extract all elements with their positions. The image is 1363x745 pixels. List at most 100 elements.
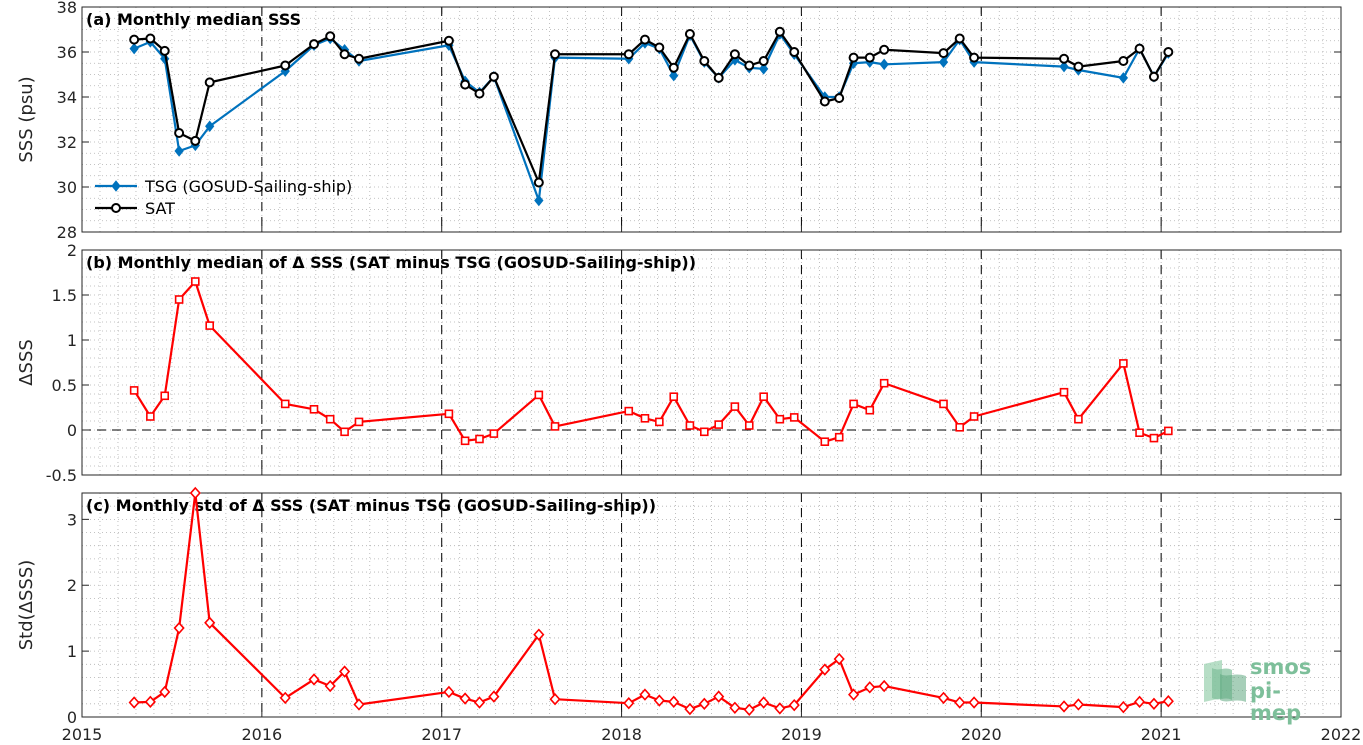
axes-box [81, 6, 1342, 233]
data-point [190, 135, 201, 146]
data-point [129, 34, 140, 45]
data-point [774, 702, 786, 715]
data-point [489, 429, 499, 438]
data-point [1073, 61, 1084, 72]
data-point [759, 63, 769, 75]
data-point [174, 295, 184, 304]
data-point [1134, 43, 1145, 54]
data-point [759, 392, 768, 402]
panel-title: (a) Monthly median SSS [86, 10, 301, 29]
y-tick-label: 32 [57, 133, 77, 152]
data-point [1117, 700, 1129, 714]
y-tick-label: 38 [57, 0, 77, 17]
data-point [129, 386, 139, 395]
data-point [309, 404, 319, 414]
data-point [879, 44, 890, 55]
data-point [938, 48, 949, 59]
data-point [879, 58, 889, 71]
data-point [653, 694, 665, 707]
data-point [758, 56, 769, 66]
data-point [1074, 414, 1083, 424]
data-point [353, 698, 365, 711]
data-point [280, 60, 291, 71]
data-point [324, 679, 336, 693]
y-axis-label: SSS (psu) [16, 76, 37, 162]
axes-box [81, 249, 1342, 476]
data-point [1059, 387, 1069, 397]
x-tick-label: 2020 [961, 725, 1002, 744]
logo-line2: pi-mep [1250, 679, 1302, 725]
data-point [833, 652, 845, 666]
data-point [308, 673, 320, 686]
data-point [879, 378, 889, 388]
data-point [775, 414, 785, 424]
legend-label: SAT [145, 199, 175, 218]
data-point [474, 88, 485, 99]
data-point [488, 71, 499, 82]
data-point [655, 417, 664, 427]
data-point [129, 42, 139, 55]
y-tick-label: 0 [67, 421, 77, 440]
data-point [744, 60, 755, 71]
data-point [146, 412, 155, 421]
data-point [459, 692, 471, 705]
data-point [1135, 428, 1144, 438]
smos-pimep-logo: smos pi-mep [1198, 654, 1318, 724]
y-tick-label: 1 [67, 642, 77, 661]
data-point [128, 696, 140, 709]
legend-marker [111, 180, 121, 192]
data-point [189, 486, 201, 500]
data-point [1059, 60, 1069, 73]
data-point [639, 688, 651, 701]
x-tick-label: 2022 [1321, 725, 1362, 744]
y-tick-label: 0.5 [52, 376, 77, 395]
data-point [534, 390, 544, 400]
data-point [1164, 426, 1173, 436]
logo-line1: smos [1250, 655, 1312, 679]
data-point [848, 52, 859, 63]
data-point [204, 77, 215, 88]
data-point [834, 432, 844, 442]
data-point [864, 52, 875, 63]
data-point [473, 696, 486, 709]
data-point [955, 422, 965, 432]
data-point [443, 685, 455, 699]
data-point [849, 399, 858, 409]
data-point [159, 45, 170, 56]
panel-a: 28 30 32 34 36 38 SSS (psu) (a) Monthly median … [16, 0, 1342, 242]
legend-marker [111, 203, 121, 213]
data-point [325, 31, 336, 42]
data-point [848, 688, 860, 701]
data-point [279, 691, 291, 705]
series-line [134, 30, 1170, 184]
data-point [325, 414, 335, 424]
data-point [1148, 697, 1160, 711]
data-point [819, 96, 830, 107]
data-point [729, 49, 740, 60]
y-tick-label: 2 [67, 576, 77, 595]
y-tick-label: -0.5 [46, 466, 77, 485]
data-point [714, 420, 723, 429]
data-point [460, 436, 470, 446]
series-line [134, 491, 1169, 711]
data-point [159, 685, 171, 699]
y-tick-label: 3 [67, 510, 77, 529]
series-line [133, 280, 1169, 443]
data-point [145, 33, 156, 44]
x-tick-label: 2019 [781, 725, 822, 744]
data-point [939, 399, 948, 409]
y-tick-label: 34 [57, 88, 77, 107]
data-point [339, 49, 350, 60]
x-tick-label: 2018 [601, 725, 642, 744]
data-point [730, 402, 740, 411]
data-point [1058, 700, 1070, 713]
data-point [938, 56, 949, 68]
data-point [144, 695, 156, 709]
data-point [550, 49, 561, 60]
y-tick-label: 0 [67, 708, 77, 727]
data-point [1072, 698, 1084, 711]
data-point [820, 437, 830, 447]
data-point [758, 696, 770, 709]
data-point [460, 79, 471, 90]
